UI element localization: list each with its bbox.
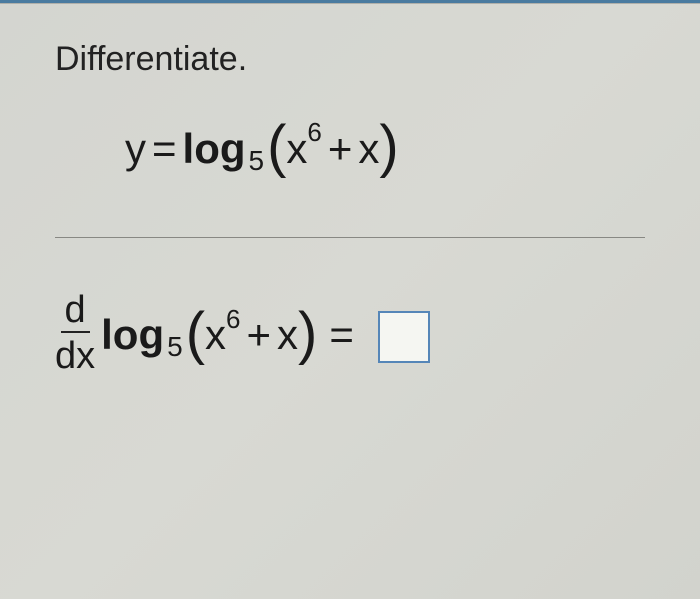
answer-input-box[interactable] xyxy=(378,311,430,363)
eq2-var2: x xyxy=(277,311,298,359)
eq2-log-base: 5 xyxy=(167,331,183,363)
eq2-close-paren: ) xyxy=(298,300,317,367)
eq2-var1: x xyxy=(205,311,226,359)
eq2-plus: + xyxy=(247,311,272,359)
eq1-exp1: 6 xyxy=(307,117,321,148)
eq1-log-base: 5 xyxy=(249,145,265,177)
eq1-equals: = xyxy=(152,125,177,173)
eq1-var1: x xyxy=(286,125,307,173)
derivative-operator: d dx xyxy=(55,291,95,375)
derivative-equation: d dx log 5 ( x 6 + x ) = xyxy=(55,293,645,377)
eq2-exp1: 6 xyxy=(226,304,240,335)
eq1-var2: x xyxy=(358,125,379,173)
eq2-equals: = xyxy=(329,311,354,359)
eq1-open-paren: ( xyxy=(267,113,286,180)
deriv-numerator: d xyxy=(61,291,90,333)
deriv-denominator: dx xyxy=(55,333,95,375)
eq1-log: log xyxy=(183,125,246,173)
eq1-lhs: y xyxy=(125,125,146,173)
eq2-open-paren: ( xyxy=(186,300,205,367)
top-accent-bar xyxy=(0,0,700,4)
eq1-close-paren: ) xyxy=(379,113,398,180)
given-equation: y = log 5 ( x 6 + x ) xyxy=(125,115,645,182)
section-divider xyxy=(55,237,645,238)
eq2-log: log xyxy=(101,311,164,359)
instruction-text: Differentiate. xyxy=(55,40,645,79)
eq1-plus: + xyxy=(328,125,353,173)
